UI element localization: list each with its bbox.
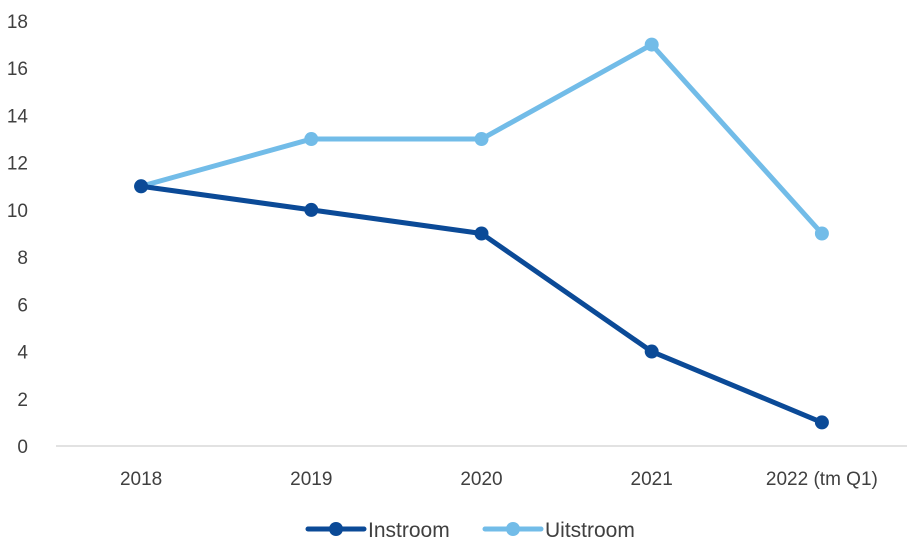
y-tick-label: 10 [7, 201, 28, 222]
legend-label: Uitstroom [545, 519, 635, 542]
x-axis-ticks: 2018 2019 2020 2021 2022 (tm Q1) [120, 469, 878, 490]
x-tick-label: 2020 [460, 469, 502, 490]
series-line [138, 183, 825, 425]
data-point [304, 202, 319, 217]
y-tick-label: 12 [7, 154, 28, 175]
series-instroom [134, 179, 829, 430]
y-tick-label: 18 [7, 12, 28, 33]
y-tick-label: 0 [17, 437, 28, 458]
series-layer [134, 37, 829, 430]
legend-label: Instroom [368, 519, 450, 542]
legend-swatch-marker [506, 522, 520, 536]
y-tick-label: 14 [7, 106, 29, 127]
x-tick-label: 2022 (tm Q1) [766, 469, 878, 490]
y-tick-label: 2 [17, 390, 28, 411]
legend-item-uitstroom: Uitstroom [482, 519, 635, 542]
data-point [814, 415, 829, 430]
legend-item-instroom: Instroom [305, 519, 450, 542]
series-uitstroom [134, 37, 829, 241]
data-point [474, 226, 489, 241]
legend-swatch-marker [329, 522, 343, 536]
data-point [474, 132, 489, 147]
y-tick-label: 4 [17, 343, 28, 364]
data-point [134, 179, 149, 194]
y-axis-ticks: 0 2 4 6 8 10 12 14 16 18 [7, 12, 29, 458]
data-point [644, 37, 659, 52]
x-tick-label: 2021 [631, 469, 673, 490]
x-tick-label: 2019 [290, 469, 332, 490]
x-tick-label: 2018 [120, 469, 162, 490]
y-tick-label: 6 [17, 295, 28, 316]
data-point [644, 344, 659, 359]
legend: Instroom Uitstroom [305, 519, 635, 542]
data-point [814, 226, 829, 241]
y-tick-label: 16 [7, 59, 28, 80]
data-point [304, 132, 319, 147]
y-tick-label: 8 [17, 248, 28, 269]
